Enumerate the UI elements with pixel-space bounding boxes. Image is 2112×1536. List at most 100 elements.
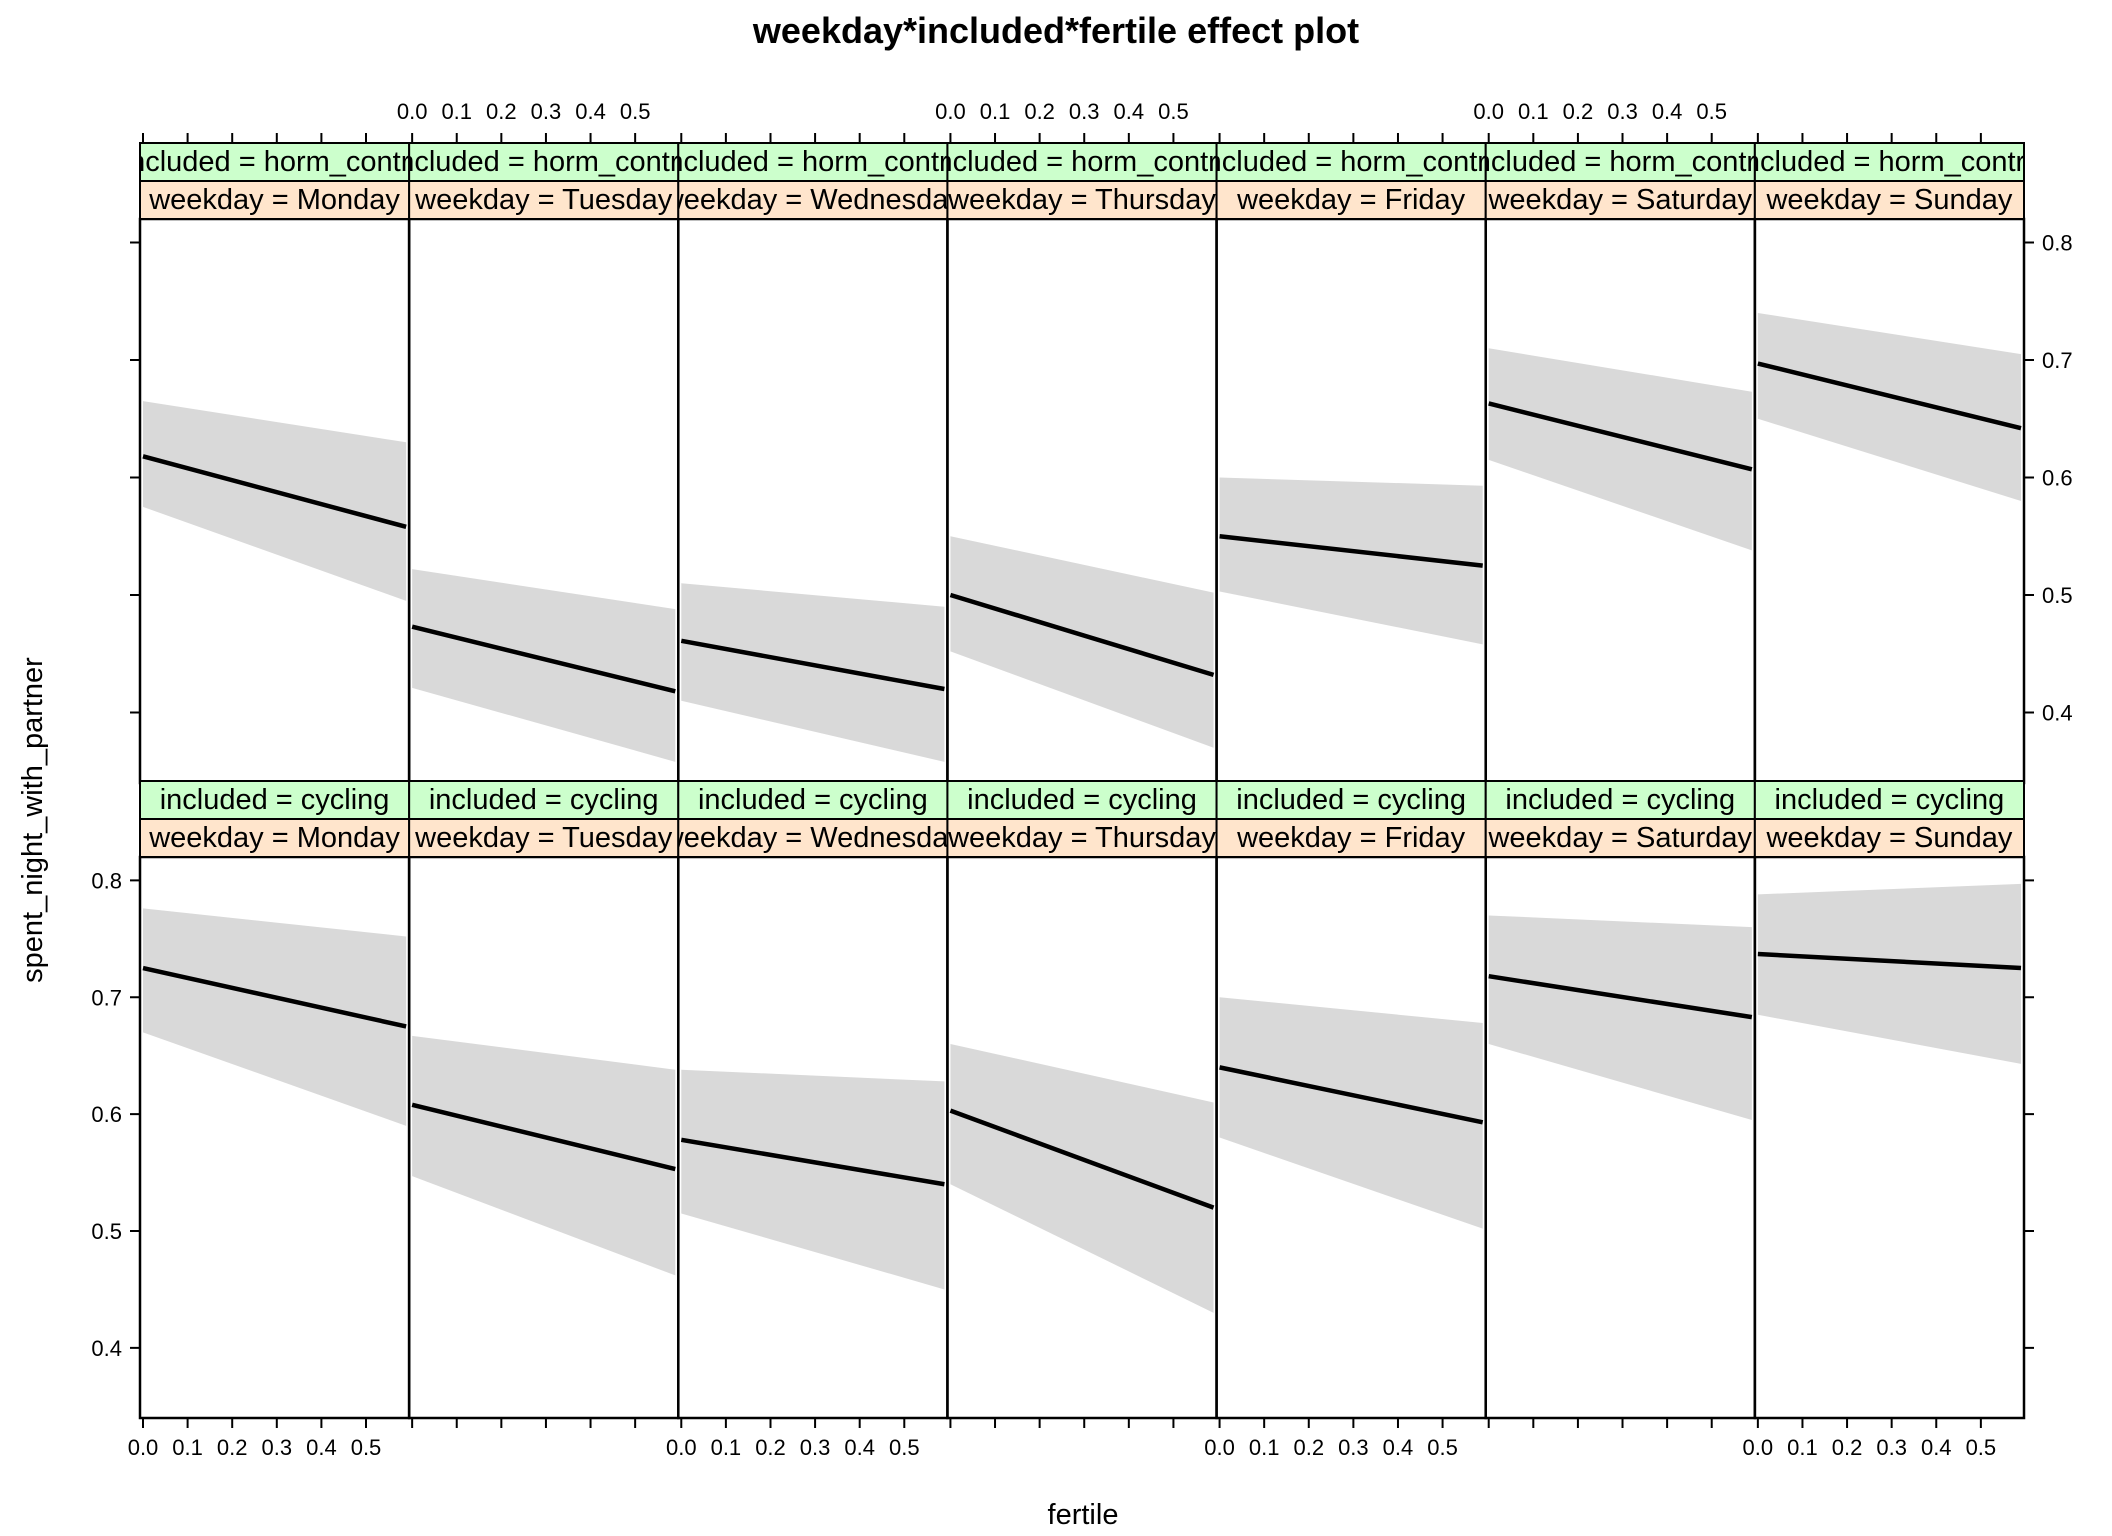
confidence-band — [412, 1035, 676, 1276]
strip-weekday-label: weekday = Thursday — [947, 822, 1216, 854]
x-tick-label: 0.5 — [1427, 1435, 1458, 1460]
strip-weekday-label: weekday = Friday — [1236, 184, 1466, 216]
x-tick-label: 0.3 — [531, 99, 562, 124]
x-tick-label: 0.5 — [620, 99, 651, 124]
x-tick-label: 0.1 — [1249, 1435, 1280, 1460]
strip-weekday — [946, 180, 1218, 220]
x-tick-label: 0.1 — [1518, 99, 1549, 124]
x-tick-label: 0.3 — [1338, 1435, 1369, 1460]
x-axis-title: fertile — [1048, 1499, 1119, 1531]
confidence-band — [681, 583, 945, 762]
confidence-band — [950, 1044, 1214, 1313]
strip-included-label: included = horm_contra — [123, 146, 428, 178]
strip-weekday — [408, 818, 680, 858]
confidence-band — [681, 1069, 945, 1290]
x-tick-label: 0.4 — [1921, 1435, 1952, 1460]
x-tick-label: 0.2 — [1293, 1435, 1324, 1460]
x-tick-label: 0.3 — [800, 1435, 831, 1460]
fit-line — [1488, 401, 1753, 472]
fit-line — [411, 1102, 676, 1172]
x-tick-label: 0.5 — [1966, 1435, 1997, 1460]
strip-weekday-label: weekday = Tuesday — [414, 822, 673, 854]
x-tick-label: 0.3 — [1607, 99, 1638, 124]
strip-weekday — [677, 818, 949, 858]
y-tick-label: 0.8 — [2042, 231, 2073, 256]
y-tick-label: 0.5 — [2042, 583, 2073, 608]
x-tick-label: 0.4 — [1652, 99, 1683, 124]
strip-included — [1753, 142, 2026, 182]
strip-weekday-label: weekday = Friday — [1236, 822, 1466, 854]
x-tick-label: 0.2 — [1832, 1435, 1863, 1460]
strip-included-label: included = cycling — [429, 784, 659, 816]
strip-included-label: included = horm_contra — [661, 146, 966, 178]
panel-frame — [1753, 217, 2026, 785]
fit-line — [142, 965, 407, 1029]
y-tick-label: 0.6 — [2042, 466, 2073, 491]
y-tick-label: 0.8 — [91, 868, 122, 893]
strip-weekday — [1484, 818, 1756, 858]
strip-included-label: included = horm_contra — [1737, 146, 2042, 178]
strip-weekday-label: weekday = Sunday — [1765, 822, 2012, 854]
x-tick-label: 0.5 — [351, 1435, 382, 1460]
fit-line — [949, 592, 1215, 678]
x-tick-label: 0.1 — [711, 1435, 742, 1460]
strip-included-label: included = cycling — [1505, 784, 1735, 816]
fit-line — [680, 638, 945, 692]
x-tick-label: 0.3 — [262, 1435, 293, 1460]
x-tick-label: 0.2 — [486, 99, 517, 124]
x-tick-label: 0.2 — [755, 1435, 786, 1460]
strip-weekday-label: weekday = Saturday — [1487, 822, 1752, 854]
x-tick-label: 0.0 — [397, 99, 428, 124]
strip-included-label: included = horm_contra — [392, 146, 697, 178]
strip-included — [139, 142, 411, 182]
strip-included — [1215, 780, 1487, 820]
x-tick-label: 0.2 — [1024, 99, 1055, 124]
x-tick-label: 0.0 — [1473, 99, 1504, 124]
fit-line — [1219, 534, 1483, 568]
strip-included — [677, 142, 949, 182]
strip-included — [139, 780, 411, 820]
confidence-band — [950, 536, 1214, 748]
y-tick-label: 0.7 — [2042, 348, 2073, 373]
fit-line — [1488, 973, 1753, 1020]
x-tick-label: 0.2 — [1563, 99, 1594, 124]
confidence-band — [412, 569, 676, 762]
y-tick-label: 0.7 — [91, 985, 122, 1010]
confidence-band — [143, 401, 407, 601]
x-tick-label: 0.0 — [666, 1435, 697, 1460]
x-tick-label: 0.3 — [1876, 1435, 1907, 1460]
y-axis-title: spent_night_with_partner — [17, 657, 49, 983]
confidence-band — [1488, 915, 1752, 1120]
strip-weekday — [1753, 180, 2026, 220]
strip-included-label: included = cycling — [160, 784, 390, 816]
strip-weekday-label: weekday = Sunday — [1765, 184, 2012, 216]
strip-weekday-label: weekday = Wednesday — [662, 184, 964, 216]
strip-weekday — [1215, 180, 1487, 220]
strip-included-label: included = cycling — [698, 784, 928, 816]
x-tick-label: 0.5 — [1158, 99, 1189, 124]
x-tick-label: 0.0 — [1743, 1435, 1774, 1460]
x-tick-label: 0.4 — [1383, 1435, 1414, 1460]
confidence-band — [1219, 477, 1483, 645]
x-tick-label: 0.1 — [980, 99, 1011, 124]
strip-included-label: included = horm_contra — [1199, 146, 1504, 178]
strip-included-label: included = cycling — [1775, 784, 2005, 816]
fit-line — [949, 1108, 1215, 1210]
strip-weekday-label: weekday = Monday — [148, 184, 400, 216]
x-tick-label: 0.0 — [935, 99, 966, 124]
chart-title: weekday*included*fertile effect plot — [752, 10, 1359, 51]
confidence-band — [1219, 997, 1483, 1229]
y-tick-label: 0.4 — [2042, 701, 2073, 726]
strip-weekday — [677, 180, 949, 220]
fit-line — [142, 454, 407, 530]
x-tick-label: 0.3 — [1069, 99, 1100, 124]
strip-weekday — [408, 180, 680, 220]
strip-included-label: included = horm_contra — [930, 146, 1235, 178]
x-tick-label: 0.4 — [1114, 99, 1145, 124]
strip-weekday-label: weekday = Tuesday — [414, 184, 673, 216]
strip-weekday-label: weekday = Thursday — [947, 184, 1216, 216]
strip-included — [1753, 780, 2026, 820]
strip-weekday — [1484, 180, 1756, 220]
